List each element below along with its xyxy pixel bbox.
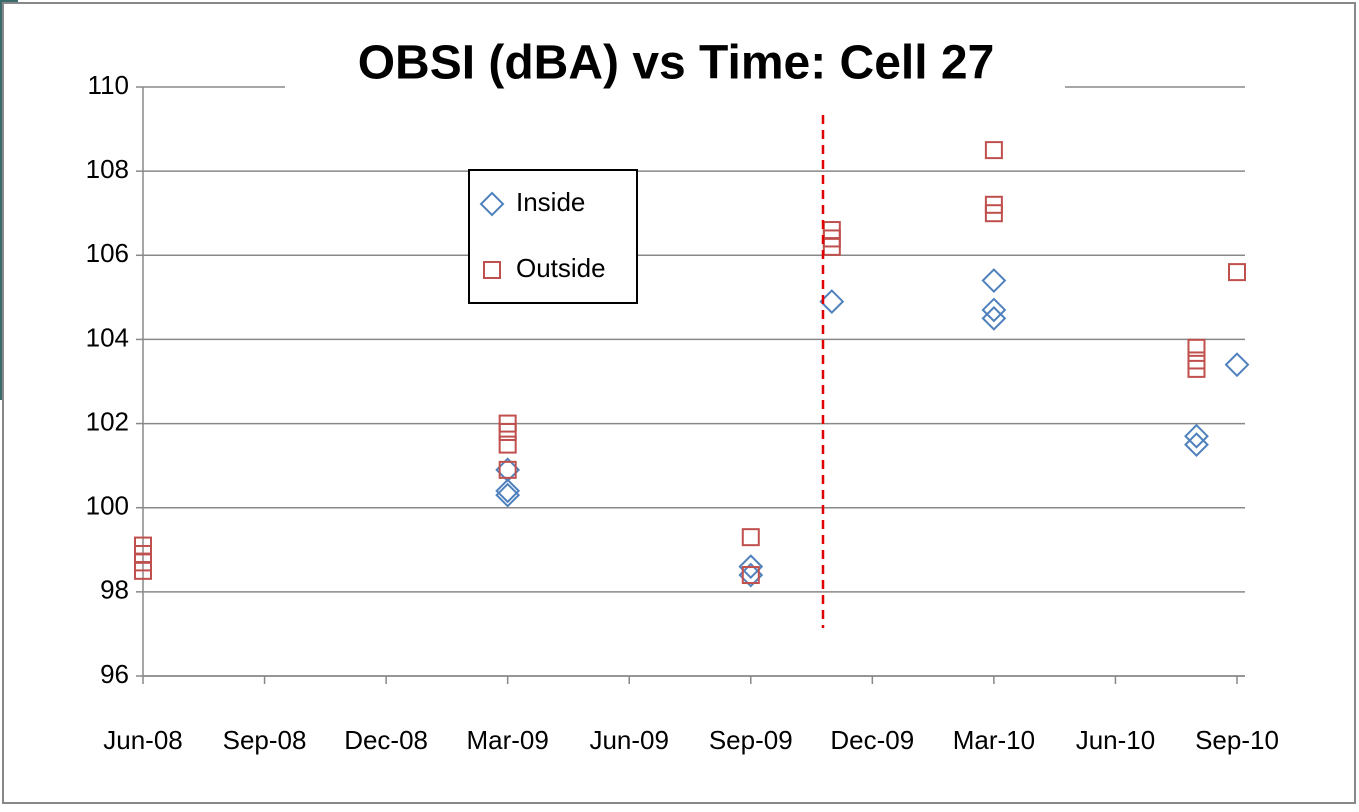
legend-label: Outside — [516, 253, 606, 283]
x-tick-label: Dec-08 — [344, 725, 428, 755]
x-tick-label: Jun-08 — [103, 725, 183, 755]
diamond-marker — [1184, 423, 1209, 449]
x-tick-label: Sep-10 — [1195, 725, 1279, 755]
square-marker — [741, 528, 760, 547]
diamond-marker — [738, 554, 764, 580]
diamond-marker — [479, 191, 505, 217]
x-tick-label: Dec-09 — [830, 725, 914, 755]
y-tick-label: 100 — [86, 491, 129, 521]
square-marker — [1187, 338, 1206, 357]
square-marker — [483, 261, 501, 279]
x-tick-label: Jun-10 — [1076, 725, 1156, 755]
y-tick-label: 110 — [88, 70, 129, 100]
diamond-marker — [981, 305, 1007, 331]
square-marker — [498, 422, 517, 441]
square-marker — [134, 561, 152, 580]
y-tick-label: 108 — [86, 154, 129, 184]
square-marker — [984, 141, 1003, 160]
square-marker — [1228, 263, 1246, 282]
diamond-marker — [981, 268, 1007, 293]
y-tick-label: 106 — [86, 238, 129, 268]
x-tick-label: Sep-09 — [709, 725, 793, 755]
y-tick-label: 102 — [86, 406, 129, 436]
square-marker — [1187, 359, 1206, 378]
y-tick-label: 98 — [100, 575, 129, 605]
legend-label: Inside — [516, 187, 585, 217]
diamond-marker — [1224, 352, 1250, 378]
x-tick-label: Mar-10 — [953, 725, 1035, 755]
y-tick-label: 96 — [100, 659, 129, 689]
diamond-marker — [495, 478, 521, 504]
y-tick-label: 104 — [86, 322, 129, 352]
diamond-marker — [1184, 432, 1209, 458]
diamond-marker — [819, 289, 845, 314]
square-marker — [498, 435, 517, 454]
square-marker — [741, 566, 760, 585]
diamond-marker — [495, 482, 521, 508]
title-background — [285, 38, 1065, 98]
x-tick-label: Mar-09 — [466, 725, 548, 755]
x-tick-label: Jun-09 — [589, 725, 669, 755]
x-tick-label: Sep-08 — [223, 725, 307, 755]
square-marker — [984, 204, 1003, 223]
diamond-marker — [981, 297, 1007, 323]
square-marker — [498, 460, 517, 479]
square-marker — [822, 237, 841, 256]
legend-box — [468, 169, 638, 304]
chart-title: OBSI (dBA) vs Time: Cell 27 — [358, 37, 995, 90]
